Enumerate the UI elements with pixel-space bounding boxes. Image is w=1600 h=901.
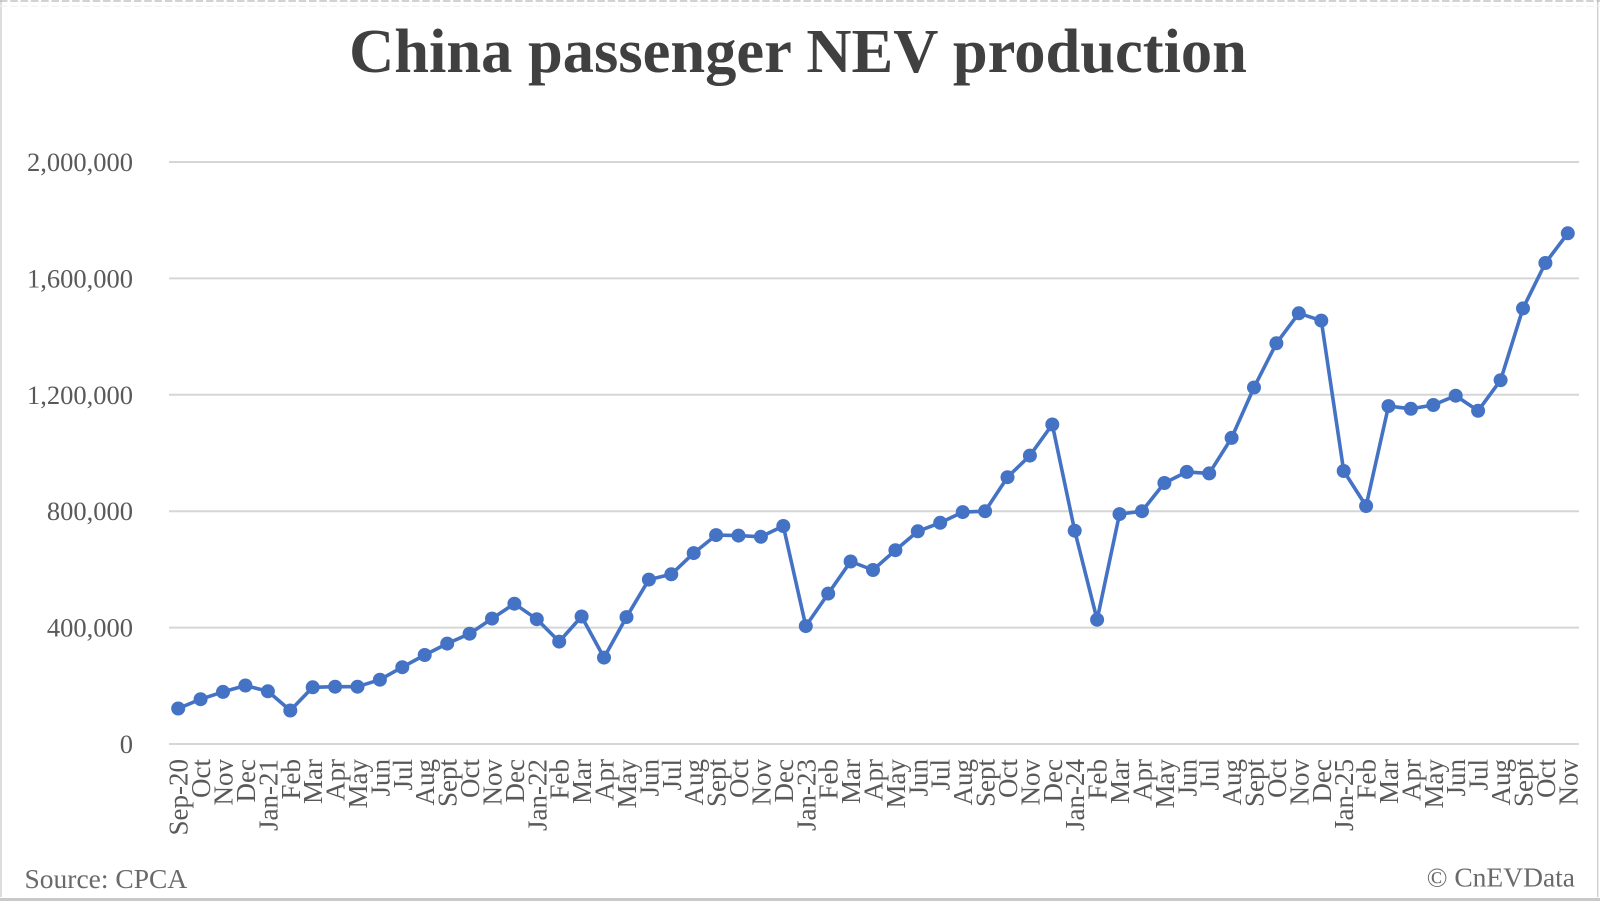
svg-text:Dec: Dec [1038, 759, 1068, 802]
svg-text:2,000,000: 2,000,000 [27, 147, 133, 177]
svg-text:Jul: Jul [926, 759, 956, 791]
svg-text:Sept: Sept [702, 759, 732, 808]
svg-text:Apr: Apr [590, 759, 620, 801]
svg-text:Jun: Jun [634, 759, 664, 797]
svg-text:Sept: Sept [433, 759, 463, 808]
svg-text:Mar: Mar [298, 759, 328, 804]
svg-text:Jan-25: Jan-25 [1329, 759, 1359, 831]
svg-text:Oct: Oct [186, 759, 216, 798]
svg-text:Nov: Nov [1015, 759, 1045, 806]
svg-text:Jun: Jun [1172, 759, 1202, 797]
svg-text:Aug: Aug [1486, 759, 1516, 806]
svg-text:Sept: Sept [1240, 759, 1270, 808]
svg-text:Mar: Mar [1105, 759, 1135, 804]
svg-text:Feb: Feb [1083, 759, 1113, 800]
svg-text:Nov: Nov [1284, 759, 1314, 806]
svg-text:Apr: Apr [859, 759, 889, 801]
svg-text:0: 0 [120, 729, 133, 759]
svg-text:Apr: Apr [1396, 759, 1426, 801]
svg-text:Mar: Mar [836, 759, 866, 804]
svg-text:May: May [881, 759, 911, 809]
svg-text:Dec: Dec [500, 759, 530, 802]
svg-text:Nov: Nov [746, 759, 776, 806]
svg-text:1,600,000: 1,600,000 [27, 263, 133, 293]
svg-text:Sept: Sept [971, 759, 1001, 808]
svg-text:May: May [343, 759, 373, 809]
svg-text:Dec: Dec [231, 759, 261, 802]
svg-text:Feb: Feb [1352, 759, 1382, 800]
svg-text:Jun: Jun [365, 759, 395, 797]
svg-text:1,200,000: 1,200,000 [27, 380, 133, 410]
svg-text:Oct: Oct [724, 759, 754, 798]
svg-text:Jan-23: Jan-23 [791, 759, 821, 831]
svg-text:Feb: Feb [276, 759, 306, 800]
svg-text:Aug: Aug [410, 759, 440, 806]
svg-text:800,000: 800,000 [47, 496, 133, 526]
svg-text:May: May [1419, 759, 1449, 809]
svg-text:Source: CPCA: Source: CPCA [25, 863, 188, 894]
svg-text:China passenger NEV production: China passenger NEV production [349, 16, 1247, 86]
svg-text:Jul: Jul [657, 759, 687, 791]
svg-text:Sept: Sept [1509, 759, 1539, 808]
svg-text:Feb: Feb [545, 759, 575, 800]
svg-text:Apr: Apr [1128, 759, 1158, 801]
svg-text:Jan-21: Jan-21 [253, 759, 283, 831]
svg-text:Jul: Jul [388, 759, 418, 791]
svg-text:Jan-22: Jan-22 [522, 759, 552, 831]
svg-text:Nov: Nov [1553, 759, 1583, 806]
svg-text:Nov: Nov [209, 759, 239, 806]
svg-text:May: May [1150, 759, 1180, 809]
svg-text:400,000: 400,000 [47, 613, 133, 643]
svg-text:Oct: Oct [993, 759, 1023, 798]
svg-text:Apr: Apr [321, 759, 351, 801]
svg-text:Feb: Feb [814, 759, 844, 800]
svg-text:Mar: Mar [1374, 759, 1404, 804]
svg-text:Jul: Jul [1195, 759, 1225, 791]
svg-text:Dec: Dec [769, 759, 799, 802]
svg-text:Mar: Mar [567, 759, 597, 804]
svg-text:Oct: Oct [455, 759, 485, 798]
svg-text:Aug: Aug [948, 759, 978, 806]
svg-text:Jan-24: Jan-24 [1060, 759, 1090, 831]
svg-text:May: May [612, 759, 642, 809]
svg-text:Sep-20: Sep-20 [164, 759, 194, 836]
svg-text:Jun: Jun [903, 759, 933, 797]
svg-text:Oct: Oct [1531, 759, 1561, 798]
svg-text:Dec: Dec [1307, 759, 1337, 802]
svg-text:Oct: Oct [1262, 759, 1292, 798]
svg-text:© CnEVData: © CnEVData [1427, 862, 1575, 893]
svg-text:Jun: Jun [1441, 759, 1471, 797]
svg-text:Jul: Jul [1464, 759, 1494, 791]
svg-text:Nov: Nov [478, 759, 508, 806]
svg-text:Aug: Aug [1217, 759, 1247, 806]
svg-text:Aug: Aug [679, 759, 709, 806]
